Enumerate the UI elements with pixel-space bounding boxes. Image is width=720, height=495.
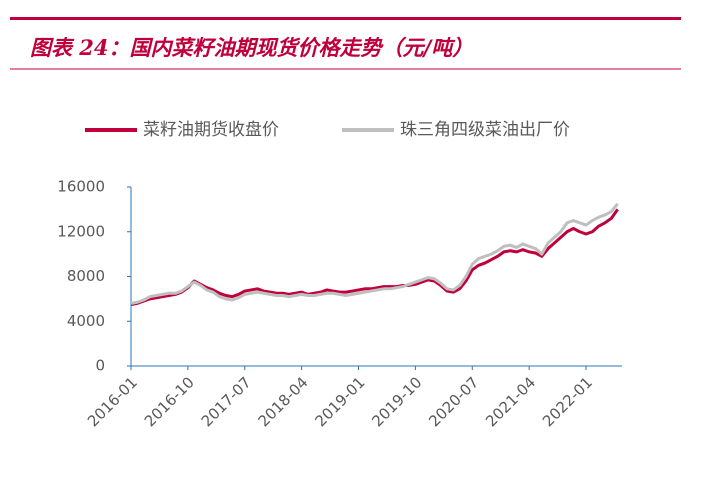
chart-title: 图表 24：国内菜籽油期现货价格走势（元/吨） xyxy=(30,35,473,60)
x-tick-label: 2017-07 xyxy=(198,373,255,430)
x-tick-label: 2019-10 xyxy=(368,373,425,430)
x-tick-label: 2019-01 xyxy=(311,373,368,430)
x-tick-label: 2016-01 xyxy=(84,373,141,430)
legend-label: 珠三角四级菜油出厂价 xyxy=(400,120,570,140)
x-tick-label: 2022-01 xyxy=(539,373,596,430)
series-line xyxy=(130,202,619,305)
x-tick-label: 2021-04 xyxy=(482,373,539,430)
series-line xyxy=(130,208,619,306)
y-tick-label: 16000 xyxy=(57,178,105,196)
y-tick-label: 4000 xyxy=(67,312,105,330)
y-tick-label: 0 xyxy=(95,357,105,375)
x-tick-label: 2018-04 xyxy=(255,373,312,430)
legend-label: 菜籽油期货收盘价 xyxy=(143,120,279,140)
x-tick-label: 2020-07 xyxy=(425,373,482,430)
y-tick-label: 12000 xyxy=(57,222,105,240)
y-tick-label: 8000 xyxy=(67,267,105,285)
title-rule xyxy=(10,17,681,20)
x-tick-label: 2016-10 xyxy=(141,373,198,430)
